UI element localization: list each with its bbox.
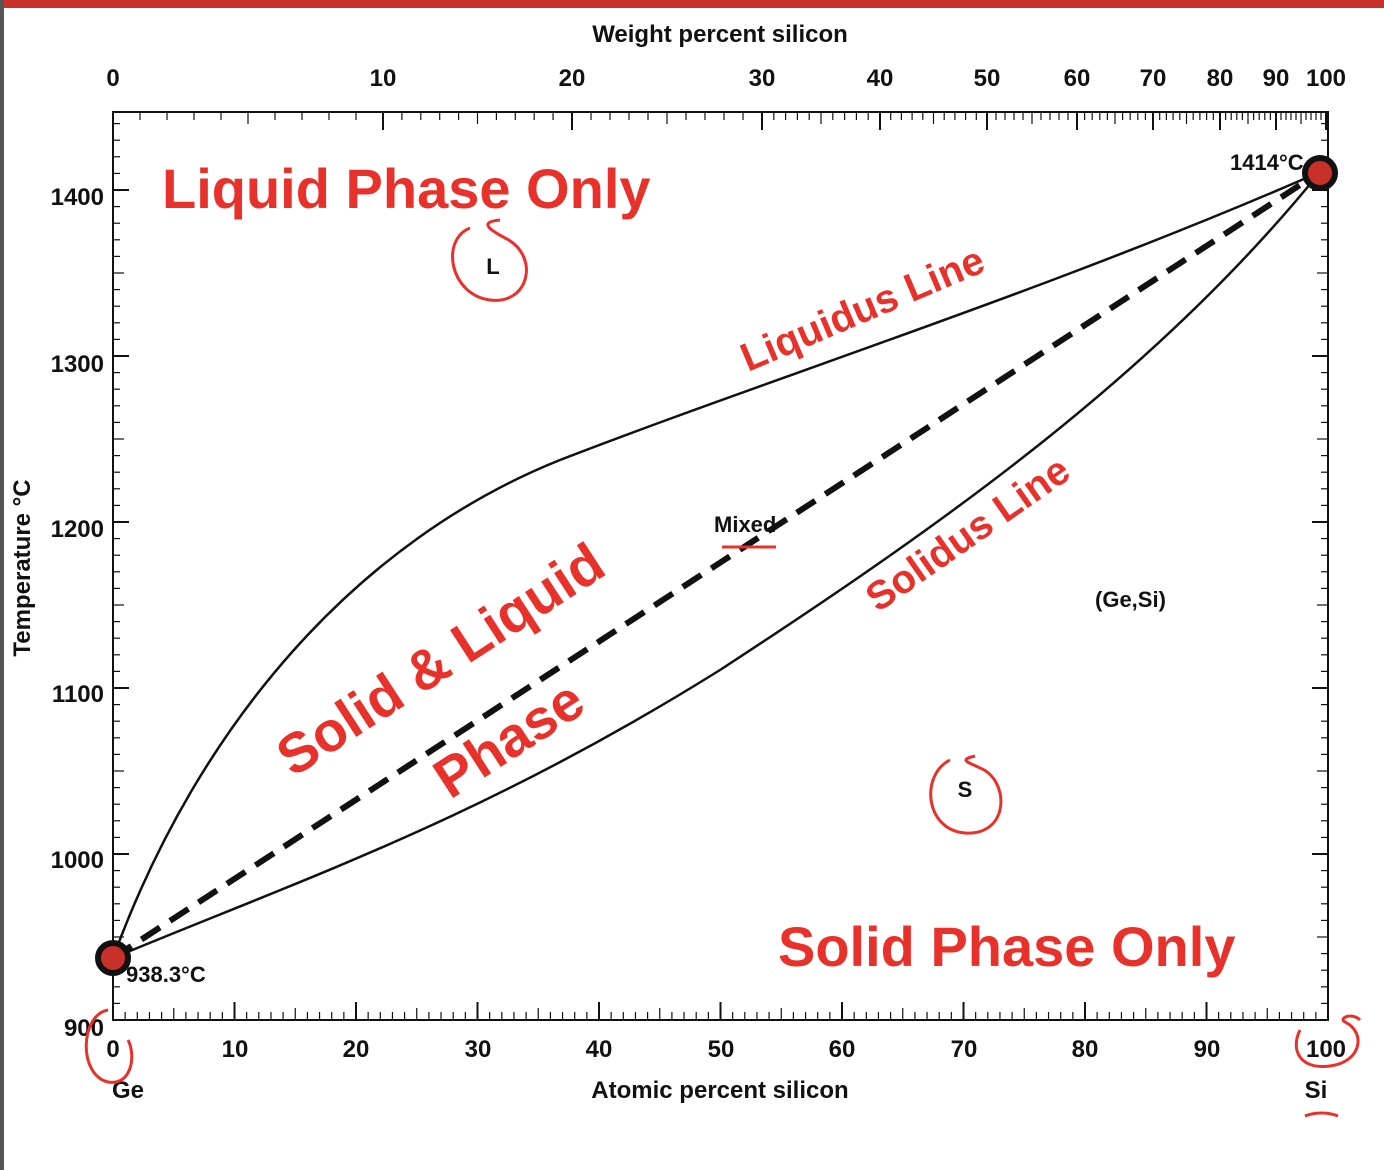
top-axis-title: Weight percent silicon (592, 21, 848, 48)
left-tick-label: 1100 (52, 681, 104, 708)
top-tick-label: 70 (1140, 65, 1167, 92)
bottom-tick-label: 0 (106, 1036, 119, 1063)
left-tick-labels: 900 1000 1100 1200 1300 1400 (51, 184, 104, 1042)
liquid-phase-only-annotation: Liquid Phase Only (162, 157, 651, 220)
bottom-tick-label: 50 (708, 1036, 735, 1063)
left-tick-label: 1200 (51, 516, 104, 543)
bottom-axis-title: Atomic percent silicon (591, 1077, 848, 1104)
bottom-tick-label: 30 (465, 1036, 492, 1063)
ge-si-phase-label: (Ge,Si) (1095, 587, 1166, 612)
bottom-tick-label: 60 (829, 1036, 856, 1063)
top-tick-label: 60 (1064, 65, 1091, 92)
ge-melting-point-marker (95, 940, 131, 976)
left-tick-label: 1000 (51, 847, 104, 874)
solidus-curve (112, 171, 1321, 960)
axis-ticks (112, 112, 1329, 1021)
left-edge-bar (0, 0, 4, 1170)
left-tick-label: 1300 (51, 351, 104, 378)
top-tick-label: 20 (559, 65, 586, 92)
top-tick-label: 40 (867, 65, 894, 92)
top-tick-labels: 0 10 20 30 40 50 60 70 80 90 100 (106, 65, 1346, 92)
left-tick-label: 1400 (51, 184, 104, 211)
bottom-tick-label: 20 (343, 1036, 370, 1063)
bottom-tick-label: 100 (1306, 1036, 1346, 1063)
bottom-tick-label: 40 (586, 1036, 613, 1063)
silicon-label: Si (1305, 1077, 1328, 1104)
top-tick-label: 0 (106, 65, 119, 92)
top-tick-label: 10 (370, 65, 397, 92)
circle-mark-hundred (1294, 1014, 1362, 1068)
solid-region-letter: S (958, 777, 973, 802)
top-tick-label: 30 (749, 65, 776, 92)
mixed-label: Mixed (714, 512, 776, 537)
left-tick-label: 900 (64, 1015, 104, 1042)
bottom-tick-label: 70 (951, 1036, 978, 1063)
circle-mark-zero (84, 1008, 134, 1084)
liquidus-line-annotation: Liquidus Line (734, 238, 991, 380)
ge-melting-label: 938.3°C (126, 962, 206, 987)
left-axis-title: Temperature °C (9, 479, 36, 656)
underline-mark-si (1304, 1111, 1339, 1118)
top-tick-label: 100 (1306, 65, 1346, 92)
liquid-region-letter: L (486, 254, 499, 279)
solid-phase-only-annotation: Solid Phase Only (778, 915, 1235, 978)
bottom-tick-label: 80 (1072, 1036, 1099, 1063)
top-tick-label: 90 (1263, 65, 1290, 92)
liquidus-curve (111, 170, 1321, 959)
circle-mark-L (451, 218, 528, 302)
bottom-tick-label: 90 (1194, 1036, 1221, 1063)
top-accent-bar (0, 0, 1384, 8)
solidus-line-annotation: Solidus Line (858, 448, 1078, 620)
bottom-tick-label: 10 (222, 1036, 249, 1063)
top-tick-label: 50 (974, 65, 1001, 92)
top-tick-label: 80 (1207, 65, 1234, 92)
circle-mark-S (929, 754, 1003, 835)
dashed-tie-line (111, 169, 1322, 961)
si-melting-label: 1414°C (1230, 150, 1304, 175)
si-melting-point-marker (1302, 155, 1338, 191)
